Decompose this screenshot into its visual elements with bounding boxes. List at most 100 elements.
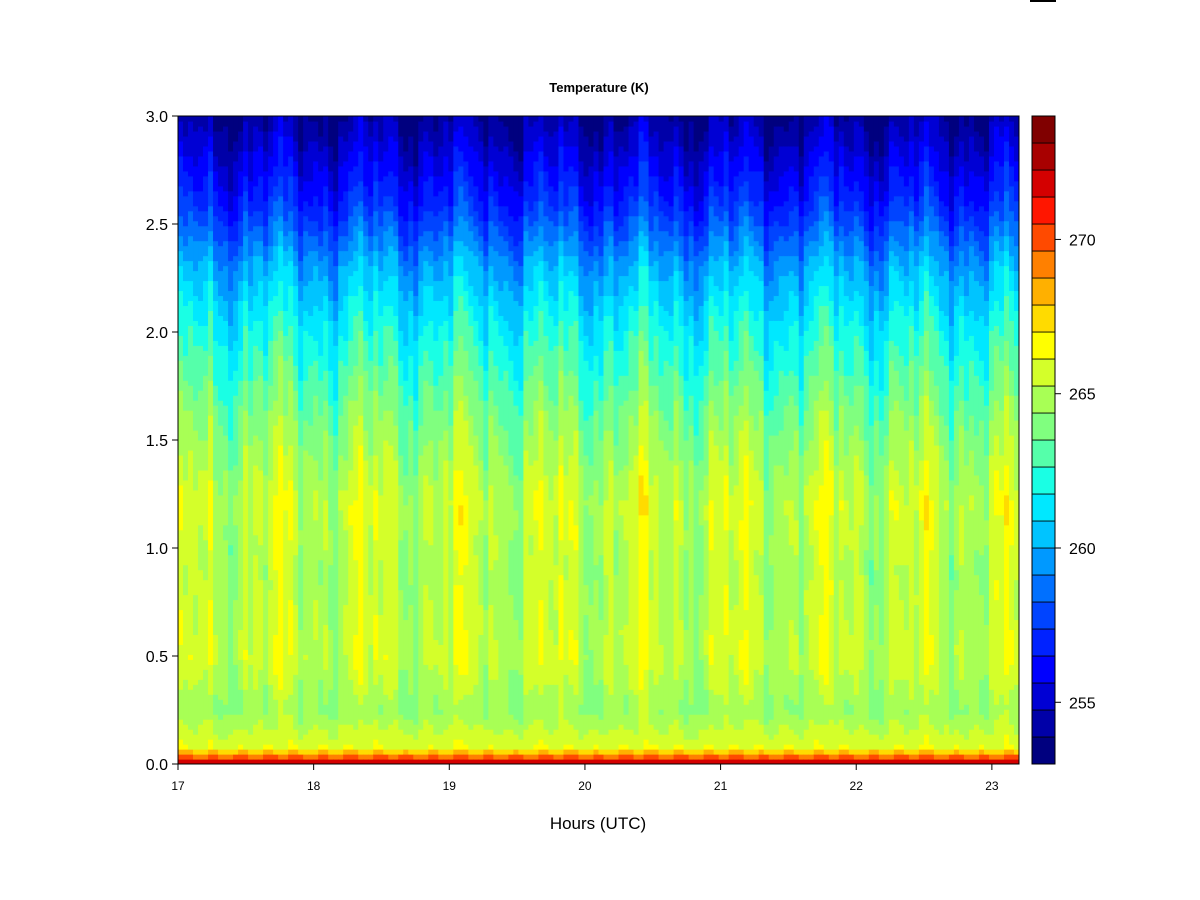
contour-cell [208, 310, 214, 356]
contour-cell [758, 355, 765, 381]
contour-cell [733, 604, 740, 675]
contour-cell [278, 759, 284, 764]
contour-cell [373, 454, 379, 491]
contour-cell [248, 415, 254, 446]
contour-cell [953, 759, 960, 764]
contour-cell [433, 754, 439, 760]
contour-cell [223, 749, 229, 755]
contour-cell [358, 310, 364, 331]
contour-cell [388, 305, 394, 326]
contour-cell [498, 120, 504, 152]
contour-cell [338, 749, 344, 755]
contour-cell [548, 135, 555, 167]
contour-cell [748, 335, 755, 361]
contour-cell [243, 759, 249, 764]
contour-cell [708, 759, 715, 764]
contour-cell [518, 739, 525, 750]
contour-cell [273, 425, 279, 496]
contour-cell [508, 235, 514, 252]
contour-cell [808, 440, 815, 476]
contour-cell [348, 295, 354, 341]
contour-cell [808, 544, 815, 581]
contour-cell [463, 310, 469, 351]
contour-cell [533, 220, 540, 237]
contour-cell [238, 195, 244, 222]
contour-cell [868, 559, 875, 586]
contour-cell [813, 220, 820, 242]
contour-cell [973, 116, 980, 132]
contour-cell [763, 749, 770, 755]
contour-cell [873, 360, 880, 396]
contour-cell [718, 150, 725, 187]
contour-cell [763, 160, 770, 182]
contour-cell [443, 120, 449, 157]
contour-cell [248, 116, 254, 152]
contour-cell [908, 729, 915, 750]
contour-cell [818, 305, 825, 346]
contour-cell [888, 120, 895, 142]
contour-cell [598, 275, 605, 297]
contour-cell [398, 215, 404, 237]
contour-cell [448, 140, 454, 172]
contour-cell [678, 729, 685, 745]
contour-cell [403, 405, 409, 476]
contour-cell [843, 619, 850, 670]
contour-cell [963, 160, 970, 187]
contour-cell [378, 160, 384, 182]
contour-cell [588, 315, 595, 346]
contour-cell [233, 116, 239, 142]
contour-cell [923, 160, 930, 187]
contour-cell [763, 759, 770, 764]
contour-cell [513, 245, 520, 262]
contour-cell [668, 759, 675, 764]
contour-cell [438, 175, 444, 192]
contour-cell [418, 335, 424, 366]
contour-cell [873, 420, 880, 496]
contour-cell [308, 116, 314, 122]
contour-cell [488, 175, 494, 197]
contour-cell [843, 714, 850, 730]
contour-cell [343, 744, 349, 750]
contour-cell [448, 220, 454, 237]
contour-cell [693, 150, 700, 187]
contour-cell [718, 729, 725, 750]
contour-cell [493, 320, 499, 366]
contour-cell [498, 425, 504, 456]
contour-cell [893, 345, 900, 371]
contour-cell [423, 150, 429, 182]
contour-cell [853, 385, 860, 426]
contour-cell [793, 275, 800, 297]
contour-cell [198, 210, 204, 227]
contour-cell [273, 220, 279, 247]
contour-cell [533, 116, 540, 122]
contour-cell [803, 589, 810, 616]
contour-cell [538, 759, 545, 764]
contour-cell [798, 116, 805, 157]
contour-cell [558, 345, 565, 371]
contour-cell [753, 574, 760, 670]
contour-cell [578, 205, 585, 222]
contour-cell [658, 734, 665, 750]
contour-cell [198, 325, 204, 346]
contour-cell [358, 704, 364, 720]
contour-cell [693, 116, 700, 152]
contour-cell [868, 175, 875, 207]
contour-cell [798, 155, 805, 187]
contour-cell [888, 694, 895, 720]
contour-cell [613, 260, 620, 297]
contour-cell [643, 160, 650, 202]
contour-cell [298, 280, 304, 302]
contour-cell [483, 754, 489, 760]
contour-cell [528, 116, 535, 127]
contour-cell [373, 749, 379, 755]
contour-cell [408, 220, 414, 247]
contour-cell [543, 474, 550, 685]
contour-cell [818, 749, 825, 755]
contour-cell [643, 400, 650, 461]
contour-cell [683, 749, 690, 755]
contour-cell [328, 370, 334, 406]
contour-cell [273, 245, 279, 272]
contour-cell [498, 380, 504, 426]
contour-cell [453, 116, 459, 132]
contour-cell [813, 240, 820, 257]
